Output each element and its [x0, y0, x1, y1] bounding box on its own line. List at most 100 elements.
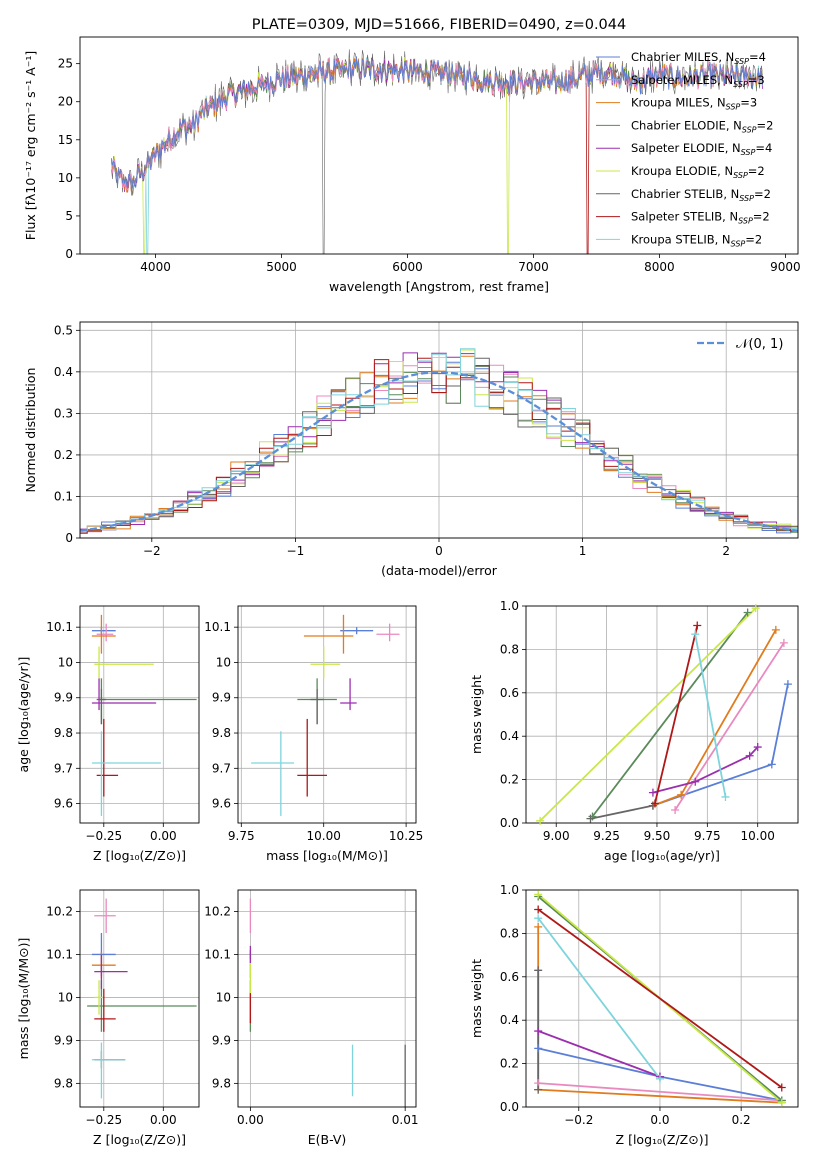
y-tick-label: 0.5 [54, 323, 73, 337]
x-tick-label: −0.25 [85, 829, 122, 843]
x-tick-label: 1 [579, 544, 587, 558]
y-tick-label: 1.0 [500, 599, 519, 613]
y-axis-label: mass [log₁₀(M/M⊙)] [16, 938, 31, 1060]
weight-line [537, 917, 661, 1080]
x-tick-label: 8000 [644, 260, 675, 274]
y-tick-label: 10 [58, 655, 73, 669]
weight-marker [753, 743, 762, 752]
weight_vs_age-axes: 9.00 9.25 9.50 9.75 10.00 0.0 0.2 0.4 0.6 0.8 1.0 a… [469, 599, 799, 863]
age_vs_Z-frame [79, 605, 200, 824]
x-axis-label: Z [log₁₀(Z/Z⊙)] [93, 1132, 186, 1147]
weight-marker [677, 790, 686, 799]
y-tick-label: 25 [58, 57, 73, 71]
y-tick-label: 0.3 [54, 406, 73, 420]
y-tick-label: 0 [65, 247, 73, 261]
x-tick-label: 0.00 [237, 1113, 264, 1127]
x-tick-label: −1 [287, 544, 305, 558]
legend-label: Salpeter MILES, NSSP=3 [631, 73, 765, 89]
weight-marker [650, 799, 659, 808]
y-tick-label: 0.6 [500, 686, 519, 700]
spectrum-legend: Chabrier MILES, NSSP=4 Salpeter MILES, NS… [596, 50, 773, 248]
y-axis-label: mass weight [469, 675, 484, 754]
residuals-plot [80, 348, 798, 534]
y-tick-label: 10.1 [204, 620, 231, 634]
weight-marker [534, 966, 543, 975]
weight-marker [534, 1085, 543, 1094]
weight-marker [693, 621, 702, 630]
y-tick-label: 10.2 [204, 904, 231, 918]
weight_vs_Z-frame [525, 889, 799, 1108]
x-tick-label: 9000 [770, 260, 801, 274]
mass_vs_Z-axes: −0.25 0.00 9.8 9.9 10 10.1 10.2 Z [log₁₀(Z/Z⊙)]… [16, 889, 200, 1147]
y-tick-label: 0.1 [54, 489, 73, 503]
weight-marker [534, 1044, 543, 1053]
y-tick-label: 0.8 [500, 642, 519, 656]
y-tick-label: 10.1 [204, 947, 231, 961]
x-tick-label: −2 [143, 544, 161, 558]
y-tick-label: 9.7 [54, 761, 73, 775]
weight_vs_Z-axes: −0.2 0.0 0.2 0.0 0.2 0.4 0.6 0.8 1.0 Z [log₁₀(Z/Z… [469, 883, 799, 1147]
legend-label: Kroupa STELIB, NSSP=2 [631, 232, 762, 248]
y-tick-label: 0.2 [500, 773, 519, 787]
y-axis-label: Flux [fλ10⁻¹⁷ erg cm⁻² s⁻¹ A⁻¹] [23, 51, 38, 240]
y-tick-label: 9.8 [212, 726, 231, 740]
x-tick-label: −0.25 [85, 1113, 122, 1127]
x-tick-label: 0.2 [732, 1113, 751, 1127]
y-tick-label: 9.8 [54, 726, 73, 740]
age_vs_mass-frame [237, 605, 417, 824]
x-tick-label: 0.00 [150, 1113, 177, 1127]
legend-label: Salpeter STELIB, NSSP=2 [631, 210, 770, 226]
y-tick-label: 10.1 [46, 620, 73, 634]
figure-title: PLATE=0309, MJD=51666, FIBERID=0490, z=0… [252, 17, 626, 33]
histogram-line [80, 357, 798, 534]
x-tick-label: 0.00 [150, 829, 177, 843]
x-axis-label: Z [log₁₀(Z/Z⊙)] [93, 848, 186, 863]
x-tick-label: 0.0 [650, 1113, 669, 1127]
weight_vs_age-plot [539, 607, 789, 822]
x-tick-label: 4000 [140, 260, 171, 274]
y-tick-label: 0.8 [500, 926, 519, 940]
y-tick-label: 9.9 [54, 691, 73, 705]
spectrum-line [111, 56, 763, 254]
y-tick-label: 9.9 [212, 1033, 231, 1047]
x-tick-label: 10.25 [389, 829, 423, 843]
weight-marker [721, 792, 730, 801]
weight-line [694, 634, 727, 798]
y-tick-label: 0.0 [500, 816, 519, 830]
weight-marker [743, 608, 752, 617]
mass_vs_EBV-plot [249, 898, 406, 1107]
y-axis-label: Normed distribution [23, 368, 38, 493]
y-axis-label: age [log₁₀(age/yr)] [16, 657, 31, 773]
weight-marker [536, 816, 545, 825]
x-axis-label: wavelength [Angstrom, rest frame] [329, 279, 549, 294]
y-tick-label: 5 [65, 209, 73, 223]
y-tick-label: 0 [65, 531, 73, 545]
x-tick-label: 9.00 [543, 829, 570, 843]
weight-marker [777, 1098, 786, 1107]
x-tick-label: 9.75 [228, 829, 255, 843]
weight-marker [655, 1074, 664, 1083]
y-tick-label: 9.6 [212, 797, 231, 811]
y-tick-label: 9.7 [212, 761, 231, 775]
y-tick-label: 20 [58, 95, 73, 109]
x-tick-label: 10.00 [307, 829, 341, 843]
histogram-line [80, 348, 798, 532]
weight-marker [771, 625, 780, 634]
histogram-line [80, 352, 798, 532]
weight-line [537, 908, 783, 1089]
weight-marker [671, 805, 680, 814]
y-tick-label: 9.9 [54, 1033, 73, 1047]
y-tick-label: 0.6 [500, 970, 519, 984]
weight-marker [767, 760, 776, 769]
weight-line [591, 611, 749, 818]
weight-line [538, 1082, 782, 1102]
weight-marker [751, 604, 760, 613]
residuals-legend: 𝒩(0, 1) [697, 337, 783, 352]
x-tick-label: 9.50 [644, 829, 671, 843]
x-tick-label: 6000 [392, 260, 423, 274]
weight-marker [534, 905, 543, 914]
legend-label: Kroupa MILES, NSSP=3 [631, 96, 757, 112]
legend-label: Salpeter ELODIE, NSSP=4 [631, 141, 772, 157]
legend-label: Chabrier ELODIE, NSSP=2 [631, 118, 773, 134]
weight-marker [783, 680, 792, 689]
